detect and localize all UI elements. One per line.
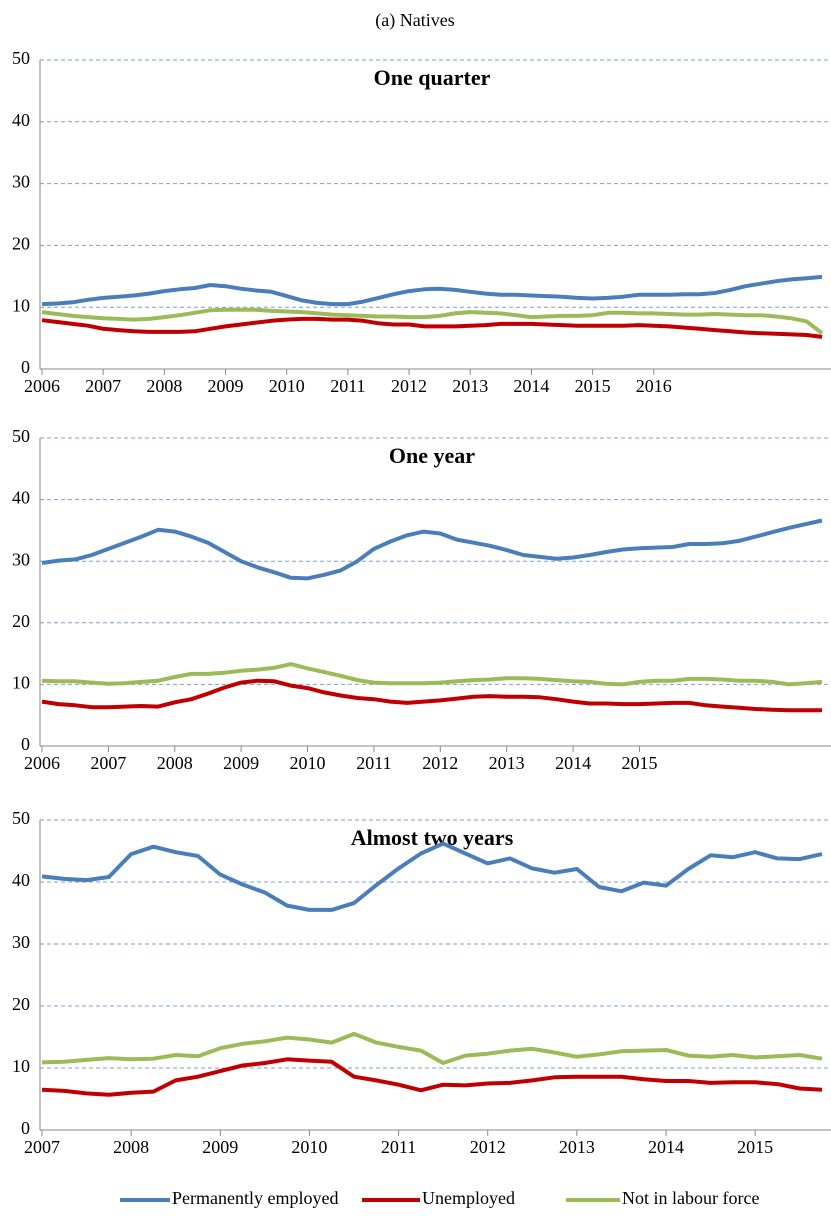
x-tick-label: 2011 (330, 376, 365, 396)
y-tick-label: 20 (12, 234, 30, 254)
y-tick-label: 0 (21, 734, 30, 754)
series-line (41, 316, 823, 339)
y-tick-label: 50 (12, 808, 30, 828)
x-tick-label: 2014 (648, 1137, 684, 1157)
y-tick-label: 50 (12, 48, 30, 68)
y-tick-label: 50 (12, 426, 30, 446)
x-tick-label: 2008 (146, 376, 182, 396)
x-tick-label: 2015 (621, 753, 657, 773)
x-tick-label: 2010 (269, 376, 305, 396)
x-tick-label: 2012 (391, 376, 427, 396)
y-tick-label: 0 (21, 1118, 30, 1138)
y-tick-label: 20 (12, 994, 30, 1014)
x-tick-label: 2011 (356, 753, 391, 773)
y-tick-label: 30 (12, 549, 30, 569)
series-line (41, 1031, 823, 1065)
legend-label: Unemployed (422, 1188, 515, 1208)
x-tick-label: 2006 (24, 376, 60, 396)
y-tick-label: 10 (12, 295, 30, 315)
x-tick-label: 2016 (636, 376, 672, 396)
x-tick-label: 2007 (85, 376, 121, 396)
y-tick-label: 40 (12, 870, 30, 890)
x-tick-label: 2013 (559, 1137, 595, 1157)
y-tick-label: 0 (21, 357, 30, 377)
x-tick-label: 2007 (24, 1137, 60, 1157)
figure-title: (a) Natives (375, 10, 454, 31)
series-line (41, 662, 823, 687)
panel-title: One quarter (374, 65, 491, 90)
x-tick-label: 2009 (223, 753, 259, 773)
series-line (41, 678, 822, 713)
series-line (41, 1057, 823, 1097)
x-tick-label: 2009 (208, 376, 244, 396)
y-tick-label: 10 (12, 673, 30, 693)
x-tick-label: 2007 (90, 753, 126, 773)
x-tick-label: 2014 (513, 376, 549, 396)
panel-title: Almost two years (351, 825, 514, 850)
x-tick-label: 2015 (575, 376, 611, 396)
x-tick-label: 2012 (470, 1137, 506, 1157)
x-tick-label: 2013 (452, 376, 488, 396)
legend-label: Permanently employed (172, 1188, 338, 1208)
x-tick-label: 2008 (113, 1137, 149, 1157)
x-tick-label: 2010 (291, 1137, 327, 1157)
x-tick-label: 2008 (157, 753, 193, 773)
x-tick-label: 2014 (555, 753, 591, 773)
y-tick-label: 40 (12, 110, 30, 130)
x-tick-label: 2012 (422, 753, 458, 773)
series-line (41, 518, 823, 581)
x-tick-label: 2015 (737, 1137, 773, 1157)
x-tick-label: 2006 (24, 753, 60, 773)
x-tick-label: 2011 (381, 1137, 416, 1157)
y-tick-label: 30 (12, 172, 30, 192)
x-tick-label: 2013 (489, 753, 525, 773)
x-tick-label: 2009 (202, 1137, 238, 1157)
panel-title: One year (389, 443, 475, 468)
y-tick-label: 40 (12, 488, 30, 508)
y-tick-label: 10 (12, 1056, 30, 1076)
series-line (41, 841, 823, 912)
legend-label: Not in labour force (622, 1188, 759, 1208)
y-tick-label: 20 (12, 611, 30, 631)
x-tick-label: 2010 (290, 753, 326, 773)
series-line (41, 274, 823, 307)
series-line (41, 307, 824, 335)
y-tick-label: 30 (12, 932, 30, 952)
